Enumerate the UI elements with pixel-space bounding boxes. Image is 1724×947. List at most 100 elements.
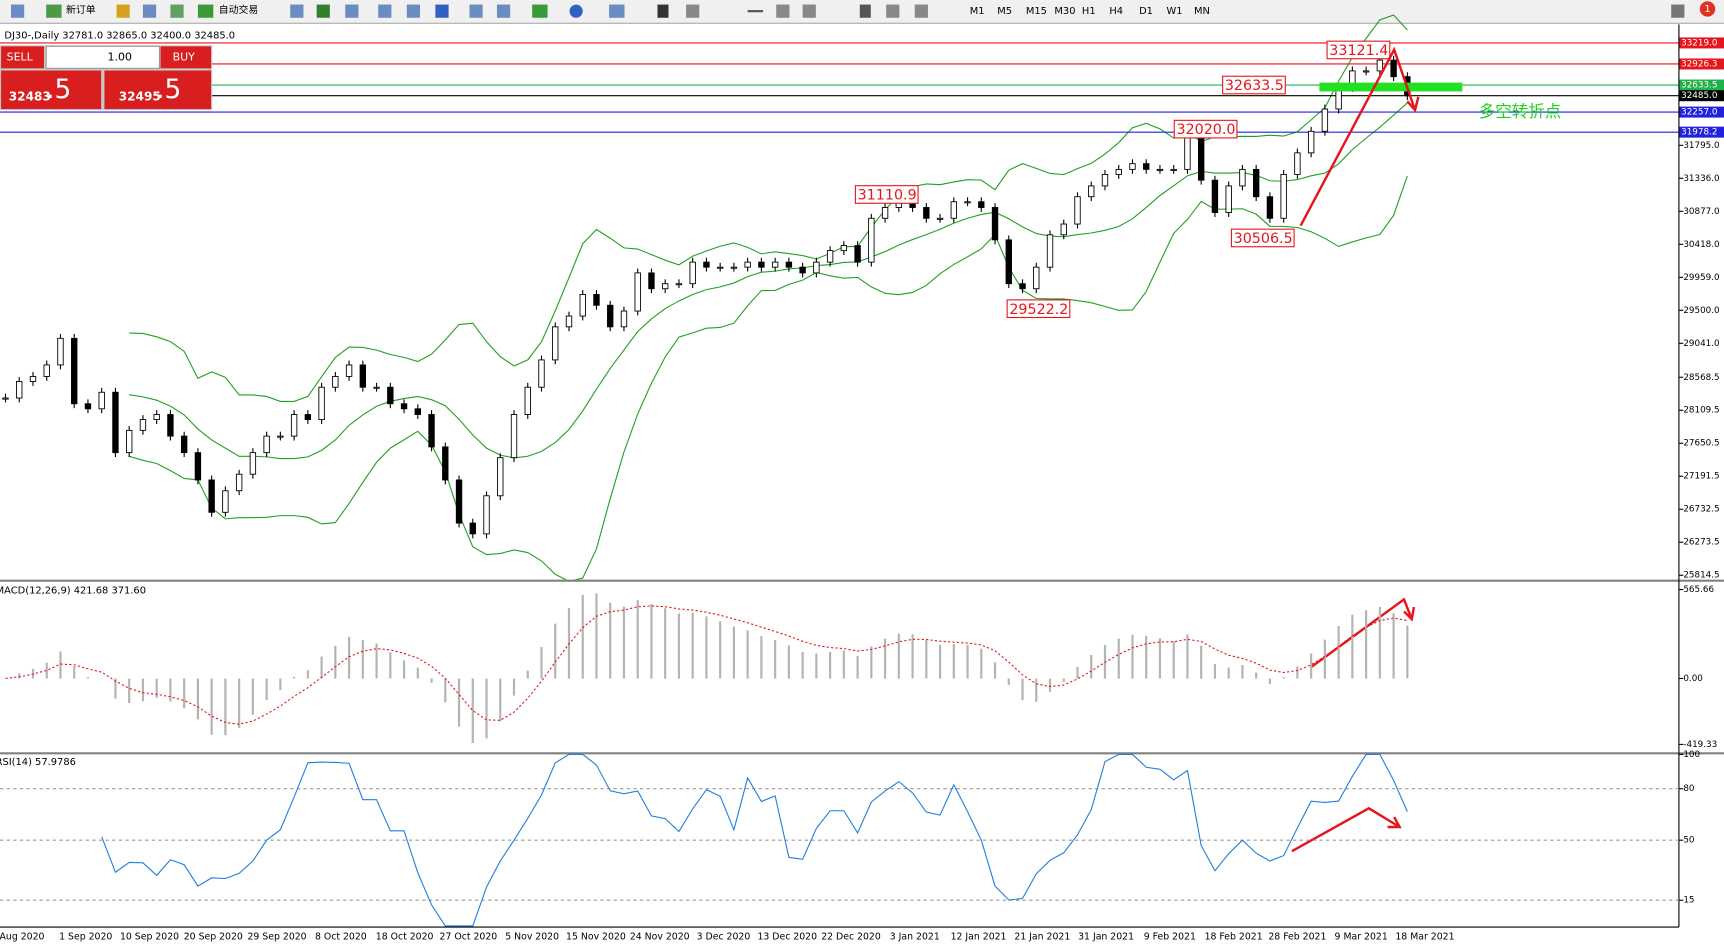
icon[interactable] <box>886 4 900 18</box>
candle <box>1019 283 1026 290</box>
candle <box>139 419 147 431</box>
y-tick-label: 26273.5 <box>1683 538 1719 548</box>
buy-price[interactable] <box>104 70 212 110</box>
icon[interactable] <box>776 4 790 18</box>
x-tick-label: Aug 2020 <box>0 931 45 942</box>
price-annotation: 32633.5 <box>1225 78 1284 94</box>
icon[interactable] <box>469 4 483 18</box>
x-tick-label: 31 Jan 2021 <box>1078 931 1134 942</box>
icon[interactable] <box>406 4 421 18</box>
candle <box>1005 239 1012 285</box>
candle <box>442 446 449 481</box>
candle <box>1143 163 1150 170</box>
arrow-head <box>1406 96 1420 113</box>
icon[interactable] <box>378 4 392 18</box>
candle <box>1129 163 1136 170</box>
price-annotation-box <box>854 185 919 204</box>
icon[interactable] <box>316 4 330 18</box>
icon[interactable] <box>116 4 130 18</box>
candle <box>71 337 78 405</box>
timeframe-button[interactable]: M30 <box>1054 6 1075 17</box>
candle <box>964 201 971 204</box>
candle <box>387 386 394 405</box>
icon[interactable] <box>496 4 511 18</box>
y-tick-label: 29959.0 <box>1683 273 1719 283</box>
timeframe-button[interactable]: H4 <box>1109 6 1123 17</box>
candle <box>716 266 724 269</box>
icon[interactable] <box>569 4 583 18</box>
candle <box>180 435 188 454</box>
candle <box>126 429 133 454</box>
candle <box>881 207 889 219</box>
timeframe-button[interactable]: M5 <box>997 6 1012 17</box>
candle <box>222 490 229 513</box>
candle <box>263 435 270 454</box>
x-tick-label: 1 Sep 2020 <box>59 931 112 942</box>
price-annotation-box <box>1230 228 1295 248</box>
arrow-head <box>1387 816 1402 829</box>
notification-badge[interactable] <box>1699 1 1716 17</box>
new-order-button[interactable]: 新订单 <box>66 3 96 16</box>
icon[interactable] <box>914 4 928 18</box>
price-annotation-box <box>1222 75 1286 95</box>
icon[interactable] <box>197 4 214 18</box>
icon[interactable] <box>657 4 669 18</box>
timeframe-button[interactable]: M1 <box>970 6 985 17</box>
price-annotation-box <box>1326 40 1391 60</box>
x-tick-label: 29 Sep 2020 <box>248 931 307 942</box>
icon[interactable] <box>170 4 184 18</box>
icon[interactable] <box>10 4 25 18</box>
sell-price[interactable] <box>1 70 102 110</box>
lots-input[interactable] <box>45 45 160 69</box>
icon[interactable] <box>435 4 449 18</box>
icon[interactable] <box>859 4 871 18</box>
y-tick-label: 100 <box>1683 750 1700 760</box>
price-annotation-box <box>1173 119 1238 139</box>
icon[interactable] <box>609 4 625 18</box>
timeframe-button[interactable]: H1 <box>1082 6 1096 17</box>
candle <box>758 261 765 268</box>
sell-button[interactable] <box>1 46 44 69</box>
y-tick-label: 28568.5 <box>1683 373 1719 383</box>
icon[interactable] <box>532 4 548 18</box>
candle <box>854 245 861 263</box>
candle <box>634 272 641 312</box>
sell-label: SELL <box>7 50 34 63</box>
candle <box>304 414 312 421</box>
candle <box>84 403 92 410</box>
candle <box>194 452 202 481</box>
candle <box>868 217 875 263</box>
y-tick-label: 31795.0 <box>1683 141 1719 151</box>
x-tick-label: 9 Feb 2021 <box>1144 931 1196 942</box>
icon[interactable] <box>686 4 700 18</box>
auto-trading-button[interactable]: 自动交易 <box>219 3 259 16</box>
x-tick-label: 28 Feb 2021 <box>1268 931 1326 942</box>
x-tick-label: 9 Mar 2021 <box>1335 931 1388 942</box>
bid-main: 32483 <box>9 89 51 103</box>
y-tick-label: 27650.5 <box>1683 439 1719 449</box>
icon[interactable] <box>802 4 816 18</box>
icon[interactable] <box>345 4 359 18</box>
candle <box>16 381 23 399</box>
candle <box>593 294 600 306</box>
candle <box>235 473 243 492</box>
timeframe-button[interactable]: MN <box>1194 6 1210 17</box>
timeframe-button[interactable]: W1 <box>1167 6 1183 17</box>
buy-button[interactable] <box>160 46 212 69</box>
level-tag <box>1678 106 1724 118</box>
timeframe-button[interactable]: D1 <box>1139 6 1153 17</box>
icon[interactable] <box>142 4 157 18</box>
icon[interactable] <box>747 10 764 13</box>
y-tick-label: 15 <box>1683 896 1694 906</box>
timeframe-button[interactable]: M15 <box>1026 6 1047 17</box>
icon[interactable] <box>46 4 62 18</box>
chart-header: DJ30-,Daily 32781.0 32865.0 32400.0 3248… <box>4 30 235 41</box>
lots-value: 1.00 <box>107 50 131 63</box>
candle <box>1266 196 1274 219</box>
icon[interactable] <box>1671 4 1685 18</box>
level-tag-label: 32926.3 <box>1681 59 1717 69</box>
icon[interactable] <box>290 4 304 18</box>
level-tag-label: 32257.0 <box>1681 108 1717 118</box>
candle <box>1170 168 1177 171</box>
